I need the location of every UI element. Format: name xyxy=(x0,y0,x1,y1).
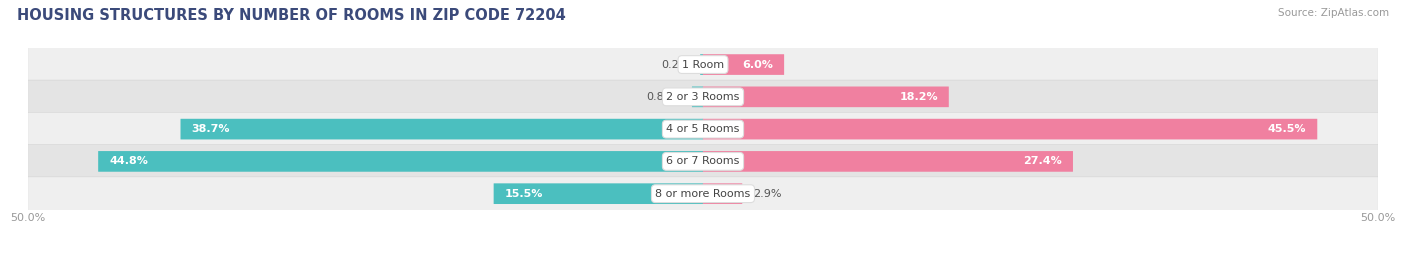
FancyBboxPatch shape xyxy=(692,87,703,107)
FancyBboxPatch shape xyxy=(703,151,1073,172)
Text: 15.5%: 15.5% xyxy=(505,189,543,199)
FancyBboxPatch shape xyxy=(180,119,703,139)
Text: 0.81%: 0.81% xyxy=(645,92,682,102)
Text: HOUSING STRUCTURES BY NUMBER OF ROOMS IN ZIP CODE 72204: HOUSING STRUCTURES BY NUMBER OF ROOMS IN… xyxy=(17,8,565,23)
FancyBboxPatch shape xyxy=(700,54,703,75)
Text: 27.4%: 27.4% xyxy=(1024,156,1062,167)
Text: 8 or more Rooms: 8 or more Rooms xyxy=(655,189,751,199)
Text: 6 or 7 Rooms: 6 or 7 Rooms xyxy=(666,156,740,167)
FancyBboxPatch shape xyxy=(28,145,1378,178)
Text: 4 or 5 Rooms: 4 or 5 Rooms xyxy=(666,124,740,134)
FancyBboxPatch shape xyxy=(703,119,1317,139)
FancyBboxPatch shape xyxy=(703,54,785,75)
Text: 1 Room: 1 Room xyxy=(682,59,724,70)
FancyBboxPatch shape xyxy=(28,48,1378,81)
Text: Source: ZipAtlas.com: Source: ZipAtlas.com xyxy=(1278,8,1389,18)
FancyBboxPatch shape xyxy=(98,151,703,172)
FancyBboxPatch shape xyxy=(703,183,742,204)
FancyBboxPatch shape xyxy=(28,112,1378,146)
Text: 18.2%: 18.2% xyxy=(900,92,938,102)
FancyBboxPatch shape xyxy=(703,87,949,107)
Text: 2.9%: 2.9% xyxy=(754,189,782,199)
Text: 44.8%: 44.8% xyxy=(110,156,148,167)
Text: 6.0%: 6.0% xyxy=(742,59,773,70)
Text: 2 or 3 Rooms: 2 or 3 Rooms xyxy=(666,92,740,102)
FancyBboxPatch shape xyxy=(28,177,1378,210)
FancyBboxPatch shape xyxy=(494,183,703,204)
FancyBboxPatch shape xyxy=(28,80,1378,114)
Text: 0.2%: 0.2% xyxy=(661,59,689,70)
Text: 45.5%: 45.5% xyxy=(1268,124,1306,134)
Text: 38.7%: 38.7% xyxy=(191,124,231,134)
